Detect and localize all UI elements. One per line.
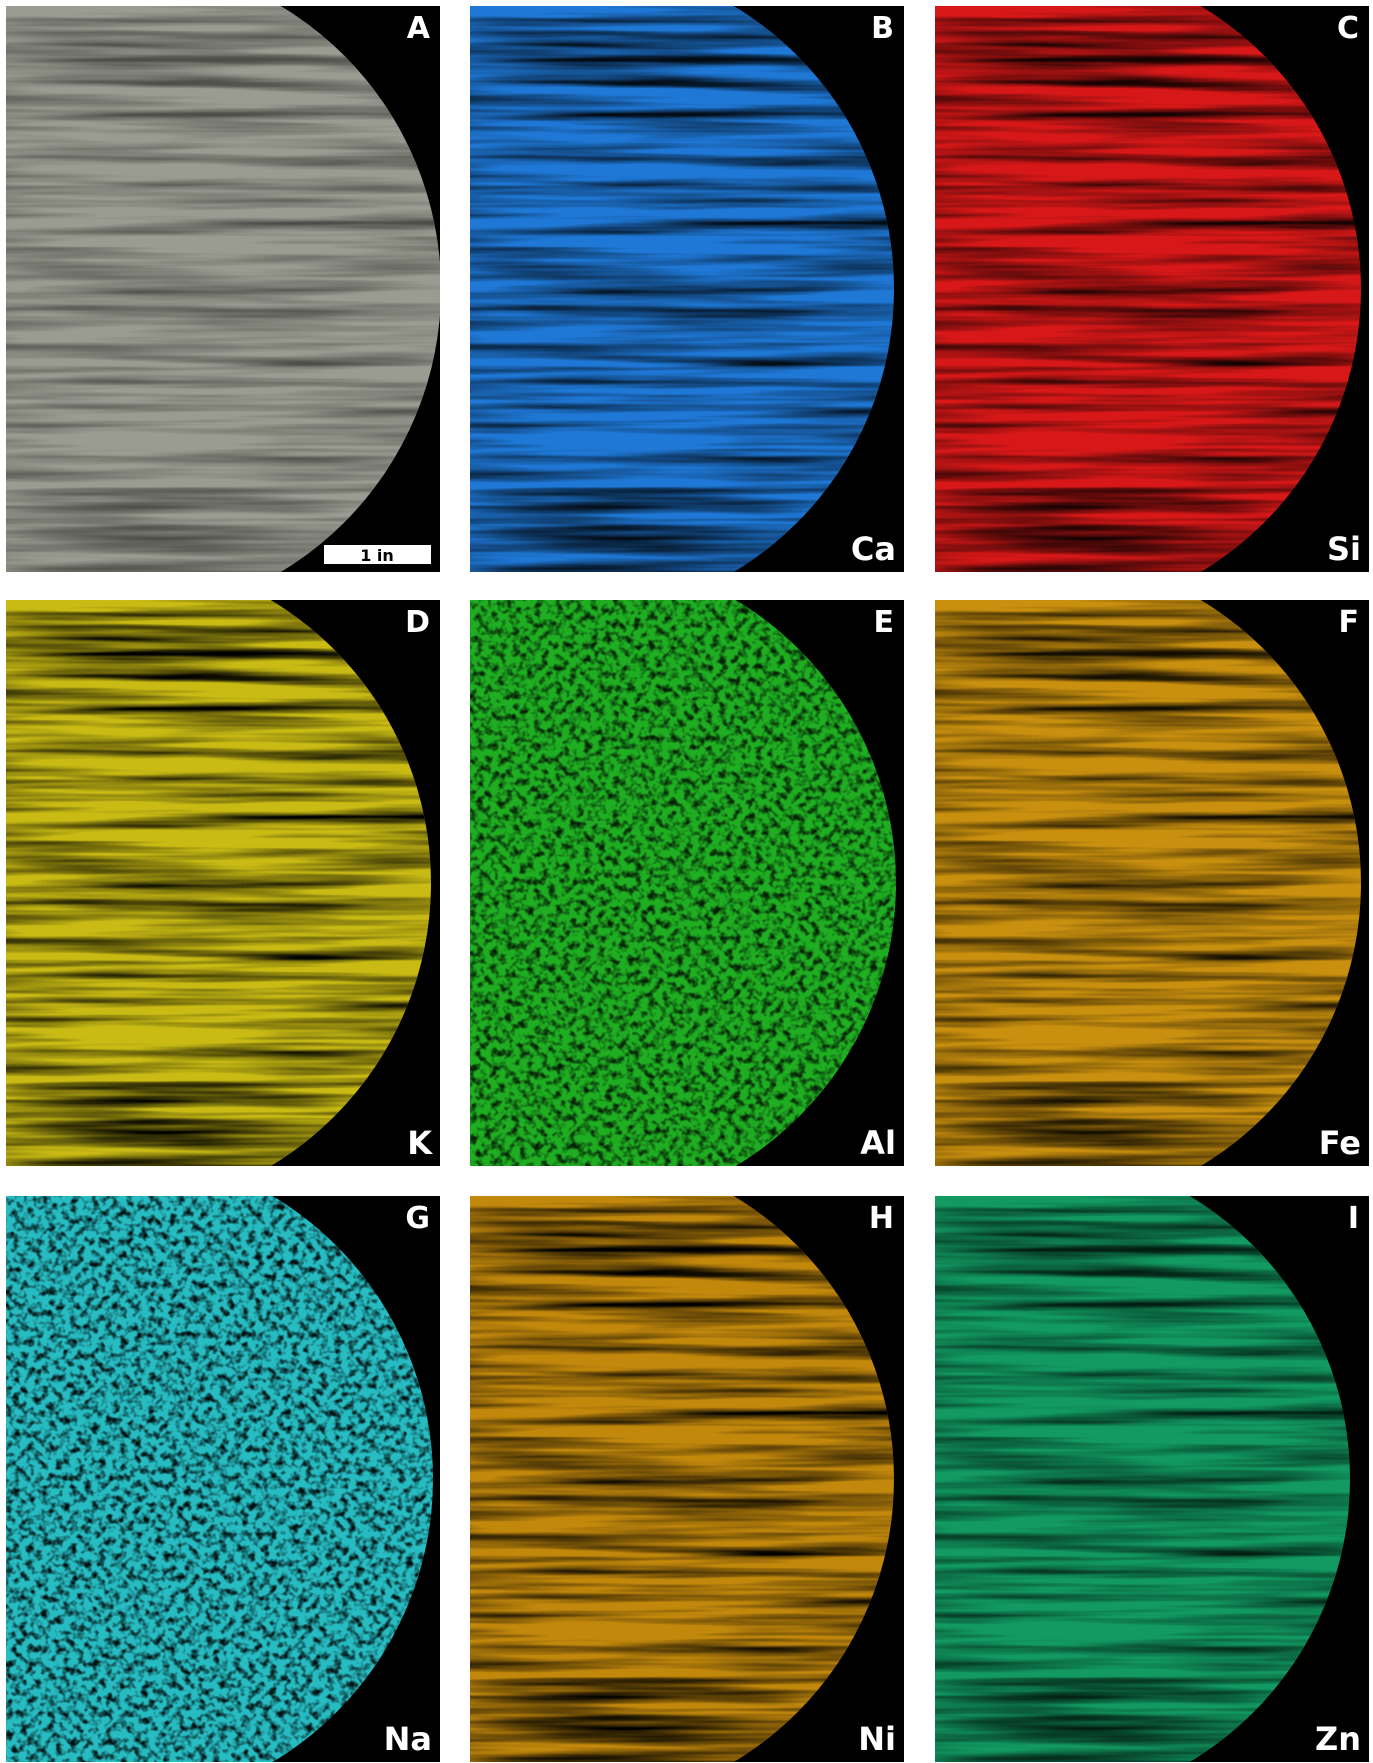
panel: DK xyxy=(6,600,440,1166)
panel-letter: G xyxy=(405,1201,430,1236)
panel: H Ni xyxy=(470,1196,904,1762)
panel: A 1 in xyxy=(6,6,440,572)
element-label: K xyxy=(407,1124,433,1162)
panel-letter: E xyxy=(874,605,895,640)
panel-letter: C xyxy=(1337,11,1359,46)
panel-letter: A xyxy=(407,11,431,46)
element-label: Al xyxy=(860,1124,896,1162)
element-label: Ca xyxy=(851,530,896,568)
panel-letter: D xyxy=(405,605,430,640)
panel: B Ca xyxy=(470,6,904,572)
element-label: Si xyxy=(1327,530,1361,568)
panel: I Zn xyxy=(935,1196,1369,1762)
panel-letter: H xyxy=(869,1201,894,1236)
sample-disc xyxy=(6,6,440,572)
element-label: Na xyxy=(384,1720,432,1758)
map-texture xyxy=(6,6,440,572)
element-label: Fe xyxy=(1319,1124,1361,1162)
scale-bar-label: 1 in xyxy=(360,546,394,565)
element-label: Zn xyxy=(1315,1720,1361,1758)
panel: G Na xyxy=(6,1196,440,1762)
panel-letter: I xyxy=(1348,1201,1359,1236)
map xyxy=(6,6,440,572)
panel-letter: B xyxy=(871,11,894,46)
panel: C Si xyxy=(935,6,1369,572)
panel-letter: F xyxy=(1339,605,1360,640)
panel: F Fe xyxy=(935,600,1369,1166)
figure: A1 inBCaCSiDKEAlFFeGNaHNiIZn xyxy=(0,0,1373,1763)
panel: E Al xyxy=(470,600,904,1166)
element-label: Ni xyxy=(858,1720,896,1758)
